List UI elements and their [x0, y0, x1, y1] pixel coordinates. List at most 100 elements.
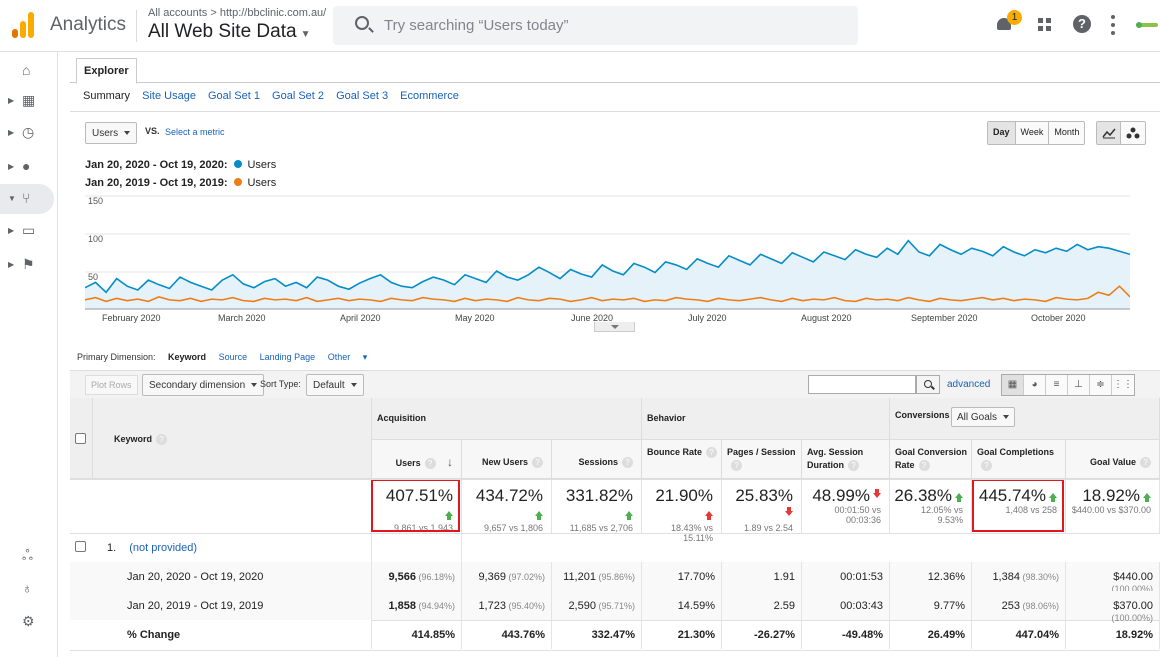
sidebar-item-audience[interactable]: ▶ ●	[0, 152, 58, 182]
column-header-users[interactable]: Users? ↓	[372, 440, 462, 479]
table-filter-button[interactable]	[916, 375, 940, 394]
attribution-icon[interactable]: ஃ	[22, 547, 33, 563]
data-table-view-icon[interactable]: ▦	[1002, 375, 1024, 395]
dimension-source[interactable]: Source	[218, 352, 248, 362]
help-tooltip-icon[interactable]: ?	[981, 460, 992, 471]
cell-value: 253	[1001, 600, 1020, 612]
sidebar-item-realtime[interactable]: ▶ ◷	[0, 118, 58, 148]
plot-rows-button[interactable]: Plot Rows	[85, 375, 138, 395]
tab-explorer[interactable]: Explorer	[76, 58, 137, 84]
comparison-view-icon[interactable]: ⊥	[1068, 375, 1090, 395]
help-tooltip-icon[interactable]: ?	[622, 457, 633, 468]
goals-select[interactable]: All Goals	[951, 407, 1016, 427]
divider	[70, 111, 1160, 112]
dimension-keyword[interactable]: Keyword	[168, 352, 207, 362]
cell-percent: (94.94%)	[415, 601, 455, 611]
metric-select[interactable]: Users	[85, 122, 138, 144]
subtab-summary[interactable]: Summary	[83, 90, 131, 102]
chart-resize-handle[interactable]	[594, 322, 635, 332]
column-header-avg-session-duration[interactable]: Avg. Session Duration?	[802, 440, 890, 479]
help-tooltip-icon[interactable]: ?	[731, 460, 742, 471]
more-vert-icon[interactable]	[1110, 15, 1116, 35]
column-header-goal-completions[interactable]: Goal Completions?	[972, 440, 1066, 479]
keyword-link[interactable]: (not provided)	[129, 542, 198, 554]
group-header-label: Acquisition	[377, 413, 426, 423]
dimension-landing-page[interactable]: Landing Page	[259, 352, 316, 362]
admin-gear-icon[interactable]: ⚙	[22, 613, 35, 629]
sidebar-item-customization[interactable]: ▶ ▦	[0, 86, 58, 116]
group-header-acquisition: Acquisition	[372, 398, 642, 440]
column-header-label: Goal Conversion Rate	[895, 447, 968, 470]
dimension-other[interactable]: Other ▾	[327, 352, 368, 362]
apps-grid-icon[interactable]	[1038, 18, 1052, 32]
row-divider	[70, 650, 1160, 651]
help-tooltip-icon[interactable]: ?	[918, 460, 930, 471]
subtab-goal-set-3[interactable]: Goal Set 3	[336, 90, 389, 102]
line-chart-icon[interactable]	[1097, 122, 1121, 144]
percentage-pie-view-icon[interactable]: ◕	[1024, 375, 1046, 395]
select-all-checkbox[interactable]	[75, 433, 86, 444]
motion-chart-icon[interactable]	[1121, 122, 1145, 144]
discover-lightbulb-icon[interactable]: ♁	[22, 580, 33, 596]
cell-value: 14.59%	[677, 600, 715, 612]
column-header-label: Avg. Session Duration	[807, 447, 864, 470]
totals-comparison: 9,861 vs 1,943	[393, 523, 453, 533]
help-icon[interactable]: ?	[1073, 15, 1091, 33]
account-path[interactable]: All accounts > http://bbclinic.com.au/	[148, 7, 327, 19]
cell-value: 2,590	[568, 600, 596, 612]
subtab-ecommerce[interactable]: Ecommerce	[400, 90, 459, 102]
sidebar-item-behavior[interactable]: ▶ ▭	[0, 216, 58, 246]
column-header-sessions[interactable]: Sessions?	[552, 440, 642, 479]
sidebar-item-home[interactable]: ⌂	[0, 56, 58, 86]
column-header-goal-conversion-rate[interactable]: Goal Conversion Rate?	[890, 440, 972, 479]
help-tooltip-icon[interactable]: ?	[156, 434, 168, 445]
subtab-goal-set-2[interactable]: Goal Set 2	[272, 90, 325, 102]
help-tooltip-icon[interactable]: ?	[532, 457, 543, 468]
column-header-bounce-rate[interactable]: Bounce Rate?	[642, 440, 722, 479]
advanced-filter-link[interactable]: advanced	[947, 379, 991, 390]
period-week-button[interactable]: Week	[1016, 122, 1050, 144]
subtab-site-usage[interactable]: Site Usage	[142, 90, 196, 102]
sort-type-select[interactable]: Default	[306, 374, 364, 396]
x-tick-label: October 2020	[1031, 313, 1086, 323]
arrow-up-icon	[625, 511, 633, 520]
select-metric-link[interactable]: Select a metric	[165, 127, 225, 137]
help-tooltip-icon[interactable]: ?	[706, 447, 718, 458]
column-header-new-users[interactable]: New Users?	[462, 440, 552, 479]
expand-arrow-icon: ▶	[8, 260, 15, 269]
subtab-goal-set-1[interactable]: Goal Set 1	[208, 90, 260, 102]
help-tooltip-icon[interactable]: ?	[424, 458, 436, 469]
sidebar-item-acquisition[interactable]: ▼ ⑂	[0, 184, 54, 214]
sort-descending-icon: ↓	[443, 455, 453, 469]
pivot-view-icon[interactable]: ⋮⋮	[1113, 379, 1133, 390]
realtime-clock-icon: ◷	[22, 124, 35, 140]
column-header-pages-session[interactable]: Pages / Session?	[722, 440, 802, 479]
totals-comparison: 11,685 vs 2,706	[569, 523, 633, 533]
cell-value: 9,369	[478, 571, 506, 583]
term-cloud-view-icon[interactable]: ≑	[1090, 375, 1112, 395]
home-icon: ⌂	[22, 62, 31, 78]
search-box[interactable]: Try searching “Users today”	[333, 6, 858, 45]
table-filter-input[interactable]	[808, 375, 916, 394]
table-row-keyword: 1. (not provided)	[107, 542, 197, 554]
period-day-button[interactable]: Day	[988, 122, 1016, 144]
row-label-cell	[70, 591, 372, 620]
period-month-button[interactable]: Month	[1054, 127, 1080, 137]
row-checkbox[interactable]	[75, 541, 86, 552]
secondary-dimension-select[interactable]: Secondary dimension	[142, 374, 265, 396]
performance-bar-view-icon[interactable]: ≡	[1046, 375, 1068, 395]
analytics-logo-icon[interactable]	[12, 12, 34, 38]
sidebar-item-conversions[interactable]: ▶ ⚑	[0, 250, 58, 280]
row-spacer-cell	[371, 533, 462, 562]
help-tooltip-icon[interactable]: ?	[848, 460, 859, 471]
legend-range-label: Jan 20, 2020 - Oct 19, 2020:	[85, 159, 228, 171]
account-logo-icon[interactable]	[1135, 18, 1160, 32]
column-header-goal-value[interactable]: Goal Value?	[1066, 440, 1160, 479]
column-header-keyword[interactable]: Keyword?	[93, 398, 372, 479]
help-tooltip-icon[interactable]: ?	[1140, 457, 1151, 468]
group-header-conversions: Conversions All Goals	[890, 398, 1160, 440]
table-cell: 1,384 (98.30%)	[972, 562, 1066, 591]
goals-select-value: All Goals	[957, 412, 998, 423]
view-selector[interactable]: All Web Site Data ▼	[148, 21, 310, 43]
users-line-chart[interactable]	[85, 195, 1130, 310]
